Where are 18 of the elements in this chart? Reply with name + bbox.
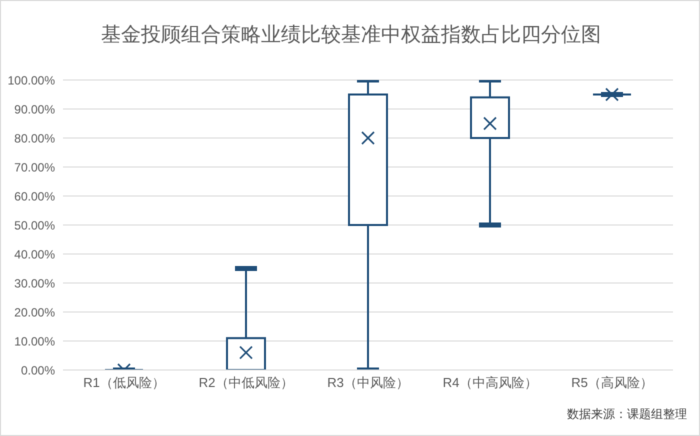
x-tick-label: R2（中低风险） — [198, 375, 294, 390]
y-tick-label: 50.00% — [14, 218, 56, 232]
chart-title: 基金投顾组合策略业绩比较基准中权益指数占比四分位图 — [100, 23, 602, 48]
y-tick-label: 10.00% — [14, 334, 56, 348]
x-tick-label: R1（低风险） — [83, 375, 165, 390]
source-note: 数据来源：课题组整理 — [567, 406, 687, 423]
y-tick-label: 80.00% — [14, 131, 56, 146]
y-tick-label: 60.00% — [14, 189, 56, 204]
y-tick-label: 40.00% — [14, 247, 56, 262]
y-tick-label: 90.00% — [14, 102, 56, 116]
y-tick-label: 20.00% — [14, 305, 56, 320]
y-tick-label: 0.00% — [20, 363, 56, 378]
y-tick-label: 70.00% — [14, 160, 56, 174]
x-tick-label: R4（中高风险） — [442, 375, 538, 390]
x-tick-label: R5（高风险） — [571, 375, 653, 390]
y-tick-label: 30.00% — [14, 276, 56, 290]
x-tick-label: R3（中风险） — [327, 375, 409, 390]
y-tick-label: 100.00% — [8, 73, 56, 88]
